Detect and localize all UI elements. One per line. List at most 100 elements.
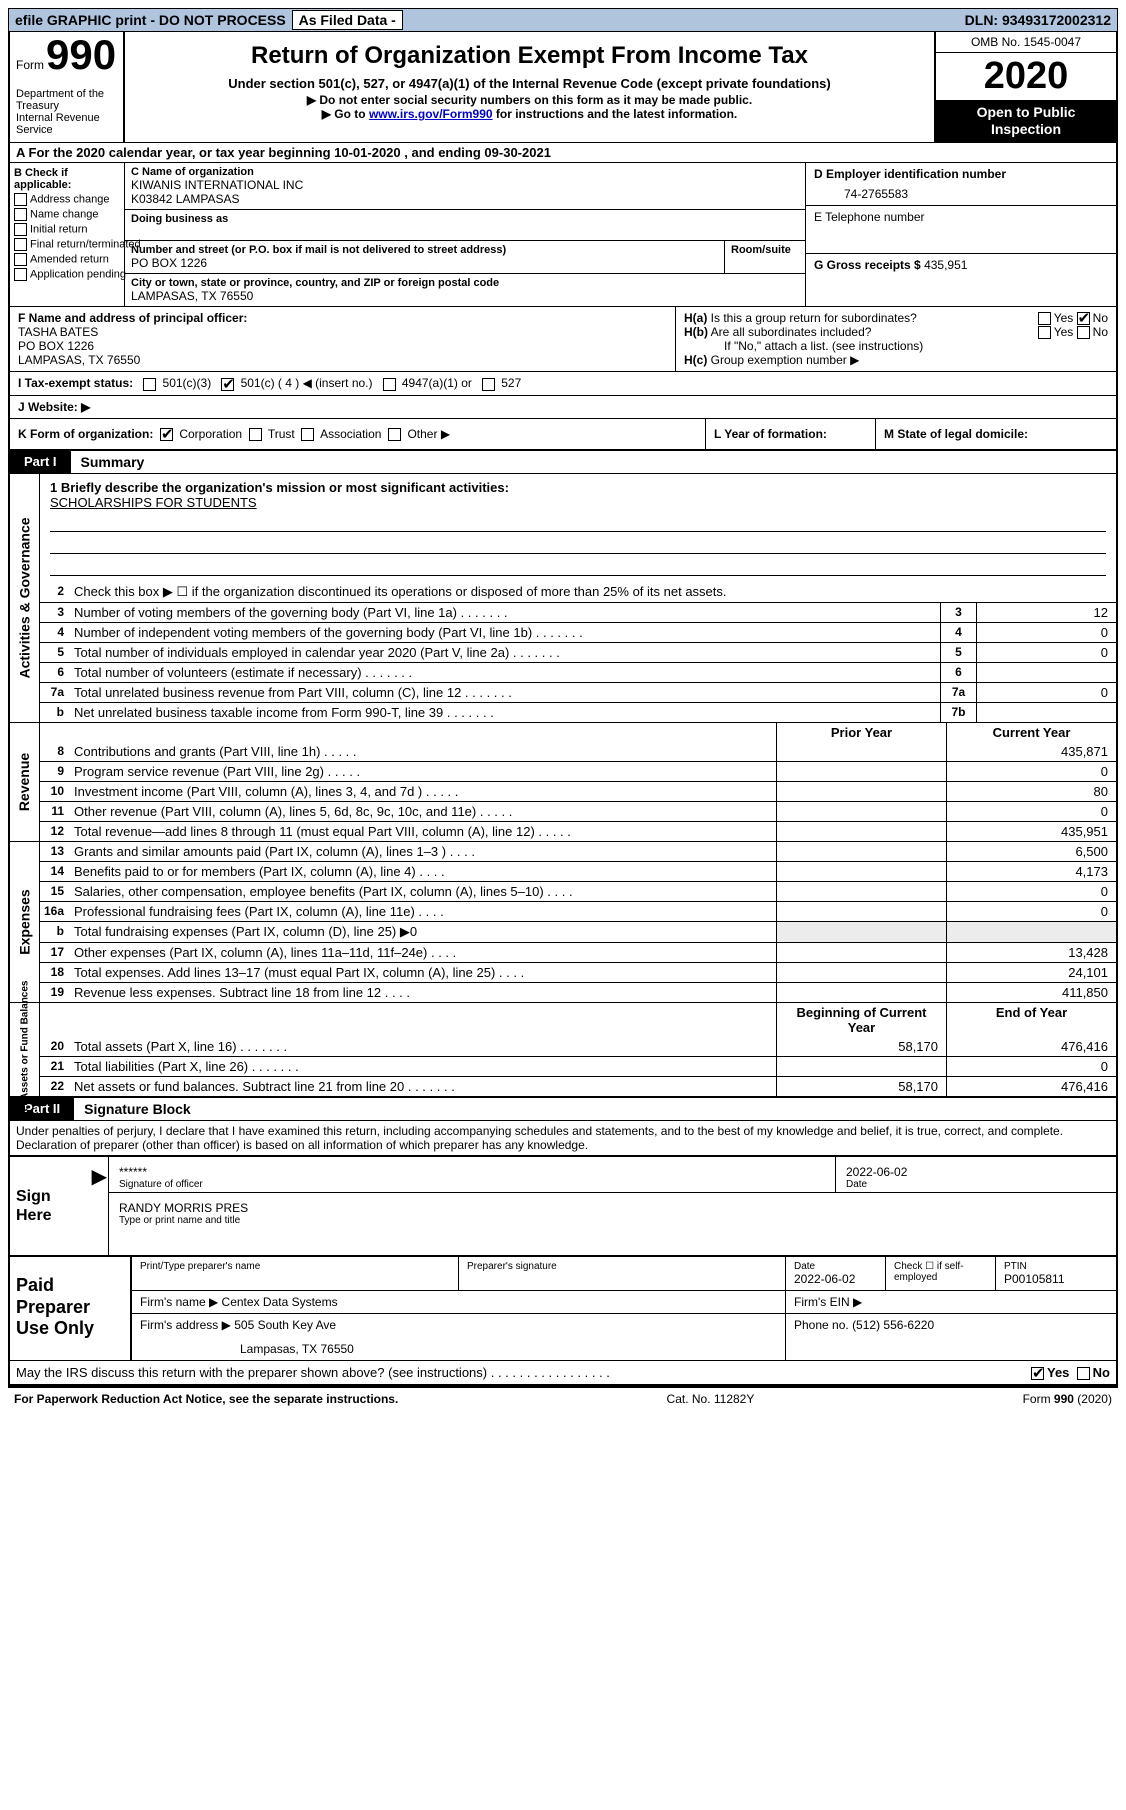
sig-date: 2022-06-02 [846, 1165, 1106, 1179]
principal-officer: F Name and address of principal officer:… [10, 307, 676, 372]
chk-amended[interactable] [14, 253, 27, 266]
org-name1: KIWANIS INTERNATIONAL INC [131, 178, 799, 192]
sign-here-label: Sign Here [10, 1157, 90, 1255]
part1-header: Part I Summary [10, 449, 1116, 474]
omb-number: OMB No. 1545-0047 [936, 32, 1116, 53]
firm-phone: (512) 556-6220 [852, 1318, 934, 1332]
chk-address[interactable] [14, 193, 27, 206]
section-b-through-g: B Check if applicable: Address change Na… [10, 162, 1116, 306]
officer-name: RANDY MORRIS PRES [119, 1201, 1106, 1215]
side-expenses: Expenses [10, 842, 40, 1002]
rev-line: 9Program service revenue (Part VIII, lin… [40, 761, 1116, 781]
net-line: 21Total liabilities (Part X, line 26) . … [40, 1056, 1116, 1076]
asfiled-box: As Filed Data - [292, 10, 403, 30]
efile-text: efile GRAPHIC print - DO NOT PROCESS [15, 12, 286, 28]
gov-line: 5Total number of individuals employed in… [40, 642, 1116, 662]
chk-501c3[interactable] [143, 378, 156, 391]
gov-line: 6Total number of volunteers (estimate if… [40, 662, 1116, 682]
mission-block: 1 Briefly describe the organization's mi… [40, 474, 1116, 582]
chk-527[interactable] [482, 378, 495, 391]
org-street: PO BOX 1226 [131, 256, 718, 270]
col-b-checkboxes: B Check if applicable: Address change Na… [10, 163, 125, 306]
gov-line: 7aTotal unrelated business revenue from … [40, 682, 1116, 702]
section-governance: Activities & Governance 1 Briefly descri… [10, 474, 1116, 722]
firm-name: Centex Data Systems [222, 1295, 338, 1309]
form-title: Return of Organization Exempt From Incom… [133, 42, 926, 70]
sign-arrow-icon: ▸ [90, 1157, 108, 1255]
form-subtitle: Under section 501(c), 527, or 4947(a)(1)… [133, 76, 926, 91]
part2-header: Part II Signature Block [10, 1096, 1116, 1121]
side-net: Net Assets or Fund Balances [10, 1003, 40, 1096]
header-center: Return of Organization Exempt From Incom… [125, 32, 936, 142]
org-name2: K03842 LAMPASAS [131, 192, 799, 206]
chk-trust[interactable] [249, 428, 262, 441]
hb-yes[interactable] [1038, 326, 1051, 339]
gov-line: bNet unrelated business taxable income f… [40, 702, 1116, 722]
form-id-cell: Form990 Department of the Treasury Inter… [10, 32, 125, 142]
tax-year: 2020 [936, 53, 1116, 100]
chk-assoc[interactable] [301, 428, 314, 441]
side-revenue: Revenue [10, 723, 40, 841]
dept-line1: Department of the Treasury [16, 88, 117, 112]
discuss-no[interactable] [1077, 1367, 1090, 1380]
exp-line: 14Benefits paid to or for members (Part … [40, 861, 1116, 881]
chk-pending[interactable] [14, 268, 27, 281]
side-governance: Activities & Governance [10, 474, 40, 722]
row-k-l-m: K Form of organization: Corporation Trus… [10, 418, 1116, 449]
col-c-org-info: C Name of organization KIWANIS INTERNATI… [125, 163, 806, 306]
exp-line: bTotal fundraising expenses (Part IX, co… [40, 921, 1116, 942]
sig-stars: ****** [119, 1165, 825, 1179]
row-f-h: F Name and address of principal officer:… [10, 306, 1116, 372]
chk-corp[interactable] [160, 428, 173, 441]
chk-final[interactable] [14, 238, 27, 251]
col-d-e-g: D Employer identification number 74-2765… [806, 163, 1116, 306]
section-revenue: Revenue Prior Year Current Year 8Contrib… [10, 722, 1116, 841]
ha-no[interactable] [1077, 312, 1090, 325]
exp-line: 13Grants and similar amounts paid (Part … [40, 842, 1116, 861]
rev-line: 11Other revenue (Part VIII, column (A), … [40, 801, 1116, 821]
note2-pre: ▶ Go to [322, 107, 369, 121]
dln-value: 93493172002312 [1002, 12, 1111, 28]
perjury-text: Under penalties of perjury, I declare th… [10, 1121, 1116, 1155]
sign-here-section: Sign Here ▸ ****** Signature of officer … [10, 1155, 1116, 1255]
row-a-taxyear: A For the 2020 calendar year, or tax yea… [10, 142, 1116, 162]
discuss-yes[interactable] [1031, 1367, 1044, 1380]
gov-line: 4Number of independent voting members of… [40, 622, 1116, 642]
form-container: Form990 Department of the Treasury Inter… [8, 32, 1118, 1386]
header-right: OMB No. 1545-0047 2020 Open to Public In… [936, 32, 1116, 142]
ptin: P00105811 [1004, 1272, 1108, 1286]
net-line: 22Net assets or fund balances. Subtract … [40, 1076, 1116, 1096]
ha-yes[interactable] [1038, 312, 1051, 325]
exp-line: 17Other expenses (Part IX, column (A), l… [40, 942, 1116, 962]
chk-other[interactable] [388, 428, 401, 441]
exp-line: 19Revenue less expenses. Subtract line 1… [40, 982, 1116, 1002]
ein-value: 74-2765583 [814, 181, 1108, 201]
row-i-tax-status: I Tax-exempt status: 501(c)(3) 501(c) ( … [10, 371, 1116, 394]
paid-preparer-label: Paid Preparer Use Only [10, 1257, 130, 1360]
chk-501c[interactable] [221, 378, 234, 391]
footer-row: For Paperwork Reduction Act Notice, see … [8, 1386, 1118, 1410]
hb-no[interactable] [1077, 326, 1090, 339]
rev-line: 10Investment income (Part VIII, column (… [40, 781, 1116, 801]
chk-4947[interactable] [383, 378, 396, 391]
note2-post: for instructions and the latest informat… [493, 107, 738, 121]
irs-link[interactable]: www.irs.gov/Form990 [369, 107, 493, 121]
org-city: LAMPASAS, TX 76550 [131, 289, 799, 303]
gov-line: 2Check this box ▶ ☐ if the organization … [40, 582, 1116, 602]
paid-preparer-section: Paid Preparer Use Only Print/Type prepar… [10, 1255, 1116, 1360]
gross-receipts: 435,951 [924, 258, 967, 272]
row-j-website: J Website: ▶ [10, 395, 1116, 418]
exp-line: 18Total expenses. Add lines 13–17 (must … [40, 962, 1116, 982]
rev-line: 8Contributions and grants (Part VIII, li… [40, 742, 1116, 761]
efile-banner: efile GRAPHIC print - DO NOT PROCESS As … [8, 8, 1118, 32]
section-net-assets: Net Assets or Fund Balances Beginning of… [10, 1002, 1116, 1096]
mission-text: SCHOLARSHIPS FOR STUDENTS [50, 495, 1106, 510]
form-word: Form [16, 58, 44, 72]
exp-line: 15Salaries, other compensation, employee… [40, 881, 1116, 901]
chk-initial[interactable] [14, 223, 27, 236]
rev-line: 12Total revenue—add lines 8 through 11 (… [40, 821, 1116, 841]
dept-line2: Internal Revenue Service [16, 112, 117, 136]
open-inspection: Open to Public Inspection [936, 100, 1116, 142]
chk-name[interactable] [14, 208, 27, 221]
dln-label: DLN: [965, 12, 998, 28]
